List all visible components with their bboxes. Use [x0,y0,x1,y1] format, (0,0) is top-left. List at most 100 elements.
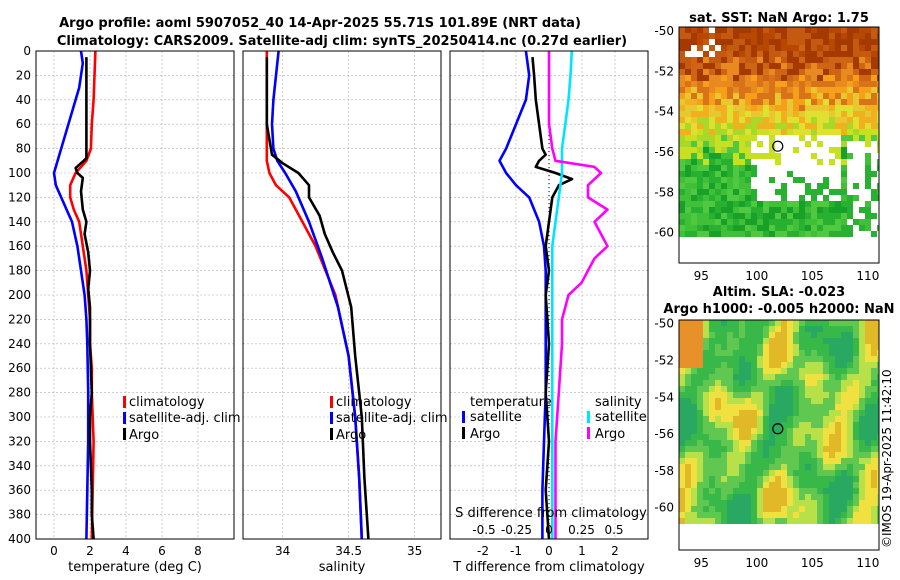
map-cell [685,117,691,123]
depth-tick-label: 60 [16,117,31,131]
map-cell [829,386,835,392]
map-cell [841,338,847,344]
map-cell [835,332,841,338]
map-cell [793,213,799,219]
map-cell [871,27,877,33]
map-cell [817,410,823,416]
map-cell [823,111,829,117]
map-cell [799,482,805,488]
map-cell [811,326,817,332]
map-cell [733,374,739,380]
map-cell [871,195,877,201]
map-cell [799,332,805,338]
map-cell [877,225,879,231]
map-cell [757,404,763,410]
map-cell [805,404,811,410]
map-cell [793,476,799,482]
map-cell [781,488,787,494]
map-cell [871,446,877,452]
map-cell [853,386,859,392]
map-cell [799,69,805,75]
map-cell [823,75,829,81]
map-cell [733,422,739,428]
map-cell [823,518,829,524]
legend-t-argo-swatch [462,427,465,439]
map-cell [739,135,745,141]
map-cell [751,428,757,434]
map-cell [715,81,721,87]
map-cell [739,326,745,332]
map-cell [865,213,871,219]
map-cell [781,105,787,111]
map-cell [751,506,757,512]
map-cell [781,446,787,452]
map-cell [877,123,879,129]
depth-tick-label: 300 [8,410,31,424]
map-cell [841,207,847,213]
map-cell [679,368,685,374]
map-cell [787,207,793,213]
map-cell [853,51,859,57]
map-cell [865,452,871,458]
map-cell [739,51,745,57]
map-cell [871,416,877,422]
map-cell [781,123,787,129]
map-cell [835,356,841,362]
map-cell [787,476,793,482]
map-cell [763,219,769,225]
map-cell [721,69,727,75]
map-cell [811,416,817,422]
map-cell [781,195,787,201]
map-cell [751,87,757,93]
map-cell [709,225,715,231]
map-cell [739,75,745,81]
map-cell [721,177,727,183]
map-cell [751,476,757,482]
map-cell [679,458,685,464]
map-cell [745,422,751,428]
map-cell [775,386,781,392]
map-cell [865,410,871,416]
map-cell [691,111,697,117]
map-cell [805,45,811,51]
map-cell [823,440,829,446]
map-cell [775,434,781,440]
map-cell [727,434,733,440]
map-cell [715,207,721,213]
map-cell [685,452,691,458]
map-cell [811,57,817,63]
map-cell [871,488,877,494]
map-cell [739,129,745,135]
map-cell [745,350,751,356]
map-cell [781,225,787,231]
map-cell [811,63,817,69]
map-cell [697,422,703,428]
map-cell [769,452,775,458]
map-cell [811,39,817,45]
map-cell [817,404,823,410]
map-cell [865,512,871,518]
map-cell [691,464,697,470]
map-cell [841,464,847,470]
map-cell [847,428,853,434]
map-cell [685,446,691,452]
map-cell [739,93,745,99]
map-cell [703,446,709,452]
map-cell [769,87,775,93]
map-cell [739,440,745,446]
map-cell [841,350,847,356]
map-cell [757,219,763,225]
map-cell [721,165,727,171]
map-cell [799,57,805,63]
map-cell [829,332,835,338]
series-line-climatology [68,51,97,539]
map-cell [841,219,847,225]
map-cell [715,177,721,183]
map-cell [727,500,733,506]
legend-climatology-label: climatology [336,395,412,410]
map-cell [709,416,715,422]
map-cell [703,428,709,434]
map-cell [871,362,877,368]
map-cell [847,446,853,452]
map-cell [709,159,715,165]
